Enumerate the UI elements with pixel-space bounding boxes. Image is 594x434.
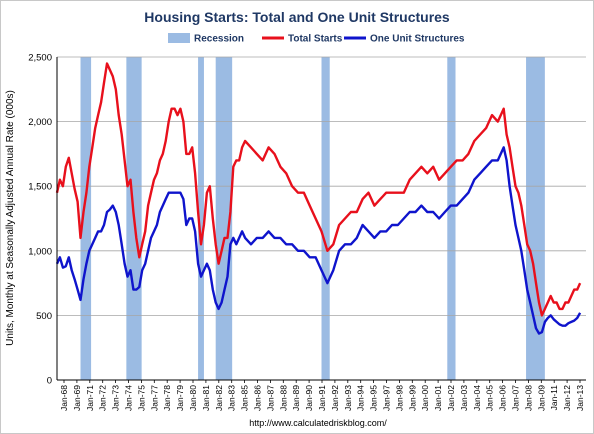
x-tick-label: Jan-71: [85, 385, 95, 411]
y-tick-label: 500: [36, 311, 52, 322]
x-tick-label: Jan-77: [149, 385, 159, 411]
x-tick-label: Jan-08: [523, 385, 533, 411]
x-tick-label: Jan-05: [485, 385, 495, 411]
recession-band: [526, 57, 545, 380]
y-axis-label: Units, Monthly at Seasonally Adjusted An…: [5, 90, 16, 346]
x-tick-label: Jan-12: [562, 385, 572, 411]
y-tick-label: 2,500: [28, 53, 52, 64]
chart-title: Housing Starts: Total and One Unit Struc…: [144, 9, 450, 25]
x-tick-label: Jan-89: [291, 385, 301, 411]
y-tick-label: 2,000: [28, 117, 52, 128]
recession-band: [198, 57, 204, 380]
x-tick-label: Jan-95: [369, 385, 379, 411]
x-tick-label: Jan-69: [72, 385, 82, 411]
recession-band: [447, 57, 456, 380]
recession-bands: [80, 57, 545, 380]
x-axis-ticks: Jan-68 Jan-69 Jan-71 Jan-72 Jan-73 Jan-74 Jan-…: [59, 380, 585, 411]
x-tick-label: Jan-97: [382, 385, 392, 411]
x-tick-label: Jan-00: [420, 385, 430, 411]
legend: Recession Total Starts One Unit Structures: [168, 33, 465, 45]
x-tick-label: Jan-79: [175, 385, 185, 411]
x-tick-label: Jan-03: [459, 385, 469, 411]
x-tick-label: Jan-80: [188, 385, 198, 411]
x-tick-label: Jan-93: [343, 385, 353, 411]
legend-item: One Unit Structures: [344, 34, 465, 45]
legend-label: Total Starts: [288, 34, 343, 45]
legend-item: Total Starts: [262, 34, 343, 45]
x-tick-label: Jan-99: [407, 385, 417, 411]
x-tick-label: Jan-83: [227, 385, 237, 411]
x-tick-label: Jan-75: [136, 385, 146, 411]
legend-item: Recession: [168, 33, 244, 45]
x-tick-label: Jan-01: [433, 385, 443, 411]
recession-band: [80, 57, 92, 380]
series-line-total-starts: [55, 62, 582, 317]
x-tick-label: Jan-98: [394, 385, 404, 411]
x-tick-label: Jan-91: [317, 385, 327, 411]
x-tick-label: Jan-85: [240, 385, 250, 411]
x-tick-label: Jan-07: [511, 385, 521, 411]
legend-label: One Unit Structures: [370, 34, 465, 45]
y-tick-label: 1,000: [28, 246, 52, 257]
x-tick-label: Jan-72: [98, 385, 108, 411]
x-tick-label: Jan-81: [201, 385, 211, 411]
x-tick-label: Jan-86: [253, 385, 263, 411]
x-tick-label: Jan-94: [356, 385, 366, 411]
series-lines: [55, 62, 582, 335]
x-tick-label: Jan-13: [575, 385, 585, 411]
x-tick-label: Jan-02: [446, 385, 456, 411]
x-tick-label: Jan-74: [124, 385, 134, 411]
axes: [56, 57, 586, 381]
y-axis-ticks: 0 500 1,000 1,500 2,000 2,500: [28, 53, 52, 387]
x-tick-label: Jan-11: [549, 385, 559, 411]
recession-band: [321, 57, 330, 380]
x-tick-label: Jan-82: [214, 385, 224, 411]
x-tick-label: Jan-90: [304, 385, 314, 411]
source-url: http://www.calculatedriskblog.com/: [249, 418, 387, 428]
legend-swatch: [168, 33, 190, 43]
x-tick-label: Jan-88: [278, 385, 288, 411]
x-tick-label: Jan-06: [498, 385, 508, 411]
y-tick-label: 0: [47, 376, 52, 387]
recession-band: [215, 57, 233, 380]
x-tick-label: Jan-92: [330, 385, 340, 411]
x-tick-label: Jan-68: [59, 385, 69, 411]
x-tick-label: Jan-87: [265, 385, 275, 411]
series-line-one-unit-structures: [55, 146, 582, 335]
legend-label: Recession: [194, 34, 244, 45]
x-tick-label: Jan-78: [162, 385, 172, 411]
y-tick-label: 1,500: [28, 182, 52, 193]
x-tick-label: Jan-73: [111, 385, 121, 411]
x-tick-label: Jan-04: [472, 385, 482, 411]
x-tick-label: Jan-09: [536, 385, 546, 411]
